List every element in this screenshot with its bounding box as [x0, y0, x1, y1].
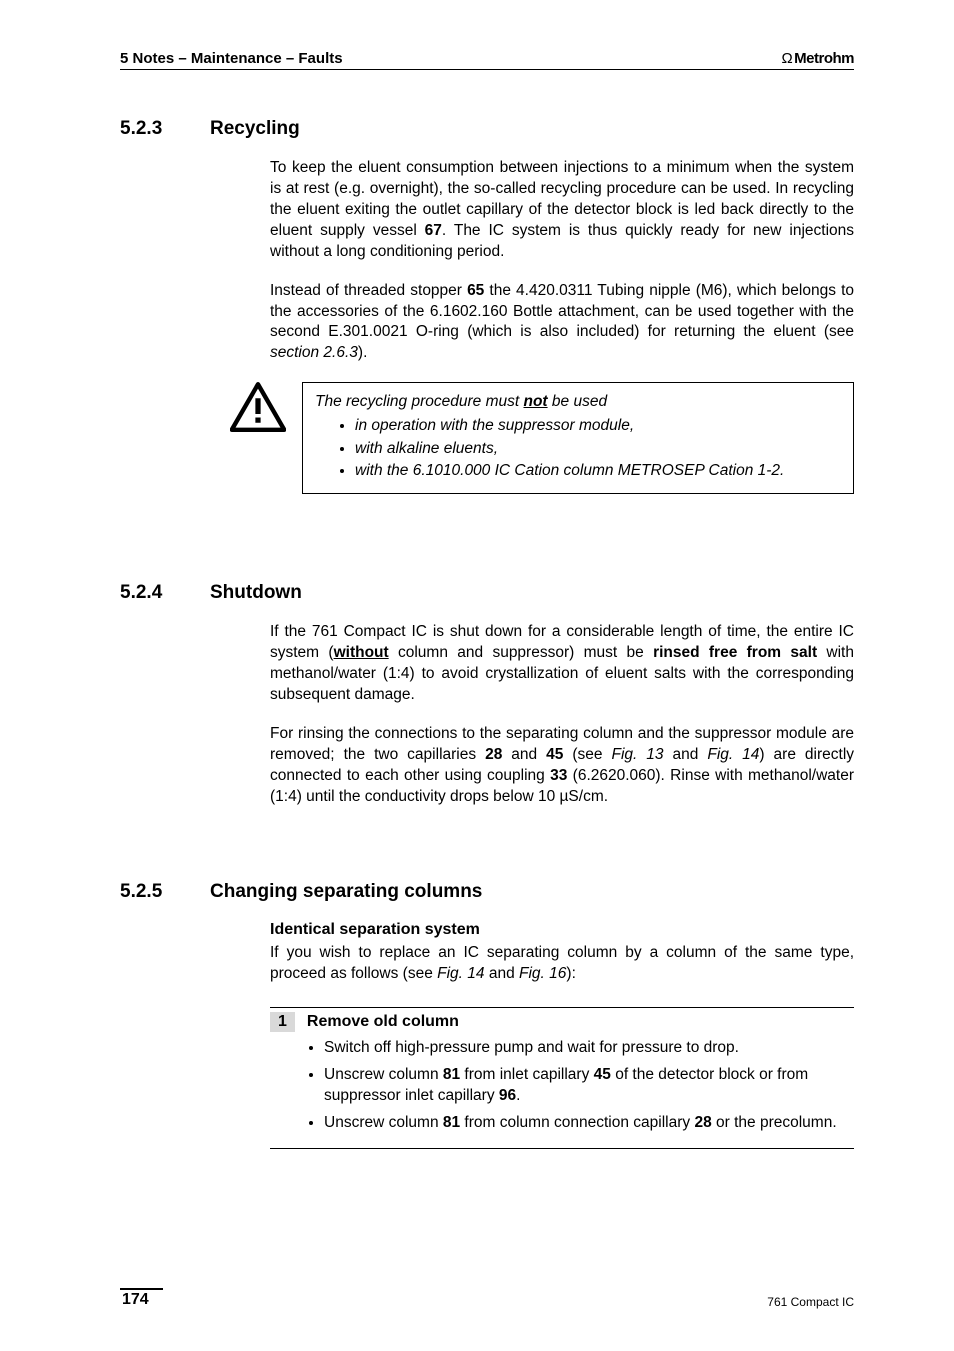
paragraph: If the 761 Compact IC is shut down for a… [270, 622, 854, 706]
step-title: Remove old column [307, 1013, 459, 1031]
warning-item: in operation with the suppressor module, [355, 415, 841, 437]
section-number: 5.2.4 [120, 582, 180, 604]
page-header: 5 Notes – Maintenance – Faults ΩMetrohm [120, 50, 854, 70]
brand-label: ΩMetrohm [781, 50, 854, 67]
paragraph: If you wish to replace an IC separating … [270, 943, 854, 985]
step-item: Unscrew column 81 from inlet capillary 4… [324, 1065, 854, 1107]
heading-5.2.4: 5.2.4 Shutdown [120, 582, 854, 604]
page-footer: 174 761 Compact IC [120, 1288, 854, 1309]
step-list: Switch off high-pressure pump and wait f… [324, 1038, 854, 1134]
paragraph: For rinsing the connections to the separ… [270, 724, 854, 808]
step-number: 1 [270, 1012, 295, 1032]
subheading: Identical separation system [270, 921, 854, 939]
heading-5.2.3: 5.2.3 Recycling [120, 118, 854, 140]
step-item: Unscrew column 81 from column connection… [324, 1113, 854, 1134]
procedure-step: 1 Remove old column Switch off high-pres… [270, 1007, 854, 1149]
step-header: 1 Remove old column [270, 1012, 854, 1032]
warning-callout: The recycling procedure must not be used… [230, 382, 854, 494]
step-item: Switch off high-pressure pump and wait f… [324, 1038, 854, 1059]
warning-item: with alkaline eluents, [355, 438, 841, 460]
heading-5.2.5: 5.2.5 Changing separating columns [120, 881, 854, 903]
brand-icon: Ω [781, 50, 792, 67]
paragraph: To keep the eluent consumption between i… [270, 158, 854, 263]
section-title: Recycling [210, 118, 300, 140]
section-title: Shutdown [210, 582, 302, 604]
warning-box: The recycling procedure must not be used… [302, 382, 854, 494]
warning-icon [230, 382, 286, 437]
header-section-title: 5 Notes – Maintenance – Faults [120, 50, 343, 67]
warning-item: with the 6.1010.000 IC Cation column MET… [355, 460, 841, 482]
section-number: 5.2.5 [120, 881, 180, 903]
warning-lead: The recycling procedure must not be used [315, 391, 841, 413]
section-number: 5.2.3 [120, 118, 180, 140]
warning-list: in operation with the suppressor module,… [355, 415, 841, 482]
section-title: Changing separating columns [210, 881, 482, 903]
page-number: 174 [120, 1288, 163, 1309]
paragraph: Instead of threaded stopper 65 the 4.420… [270, 281, 854, 365]
footer-product-label: 761 Compact IC [767, 1295, 854, 1309]
